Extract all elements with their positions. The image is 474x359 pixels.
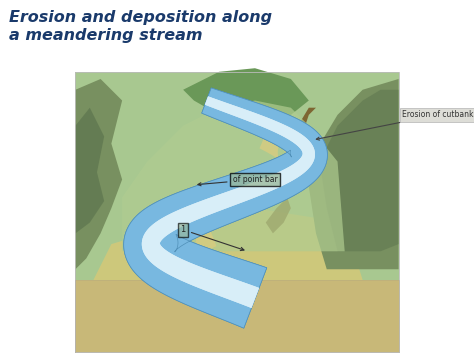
Polygon shape [75,108,104,233]
Polygon shape [124,88,328,328]
Polygon shape [75,79,122,269]
Polygon shape [75,72,399,280]
Text: Erosion and deposition along
a meandering stream: Erosion and deposition along a meanderin… [9,10,273,43]
Polygon shape [75,280,399,352]
Polygon shape [142,96,315,308]
Polygon shape [93,208,363,280]
Text: 1: 1 [181,225,244,251]
Polygon shape [142,96,315,308]
Polygon shape [160,216,217,264]
Polygon shape [287,108,316,151]
Polygon shape [259,129,302,164]
Polygon shape [122,101,345,251]
Text: Erosion of cutbank: Erosion of cutbank [316,110,474,140]
Polygon shape [266,197,291,233]
Polygon shape [309,79,399,269]
Polygon shape [124,88,328,328]
Polygon shape [183,68,309,126]
Text: of point bar: of point bar [198,175,277,186]
Polygon shape [319,90,399,251]
